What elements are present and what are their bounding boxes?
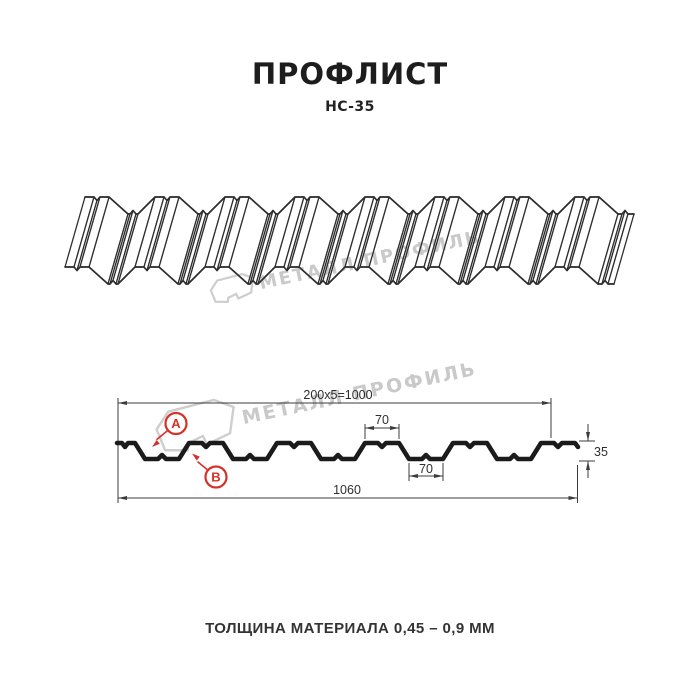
callout-b-label: В <box>211 470 220 485</box>
callout-annotations: А В <box>152 411 228 489</box>
material-thickness-note: ТОЛЩИНА МАТЕРИАЛА 0,45 – 0,9 ММ <box>205 620 495 637</box>
callout-a-arrow <box>152 440 160 447</box>
dim-overall-width-label: 1060 <box>333 483 361 497</box>
section-profile-outline <box>114 440 581 462</box>
profile-3d-view: МЕТАЛЛ ПРОФИЛЬ <box>64 196 635 303</box>
callout-b-arrow <box>192 453 200 461</box>
page-title: ПРОФЛИСТ <box>251 57 449 91</box>
dim-valley-width-label: 70 <box>419 462 433 476</box>
brand-logo-icon <box>209 273 255 303</box>
dim-crest-width-label: 70 <box>375 413 389 427</box>
dim-coverage-label: 200x5=1000 <box>303 388 372 402</box>
callout-a-label: А <box>171 416 181 431</box>
dim-height-label: 35 <box>594 445 608 459</box>
profile-model-code: НС-35 <box>325 99 375 115</box>
callout-b-circle <box>204 465 228 489</box>
dimension-lines <box>117 398 595 503</box>
corrugated-sheet-drawing <box>64 196 635 285</box>
profile-cross-section: МЕТАЛЛ ПРОФИЛЬ 200x5=1000 70 70 35 1060 … <box>114 358 608 503</box>
callout-a-circle <box>164 411 188 436</box>
